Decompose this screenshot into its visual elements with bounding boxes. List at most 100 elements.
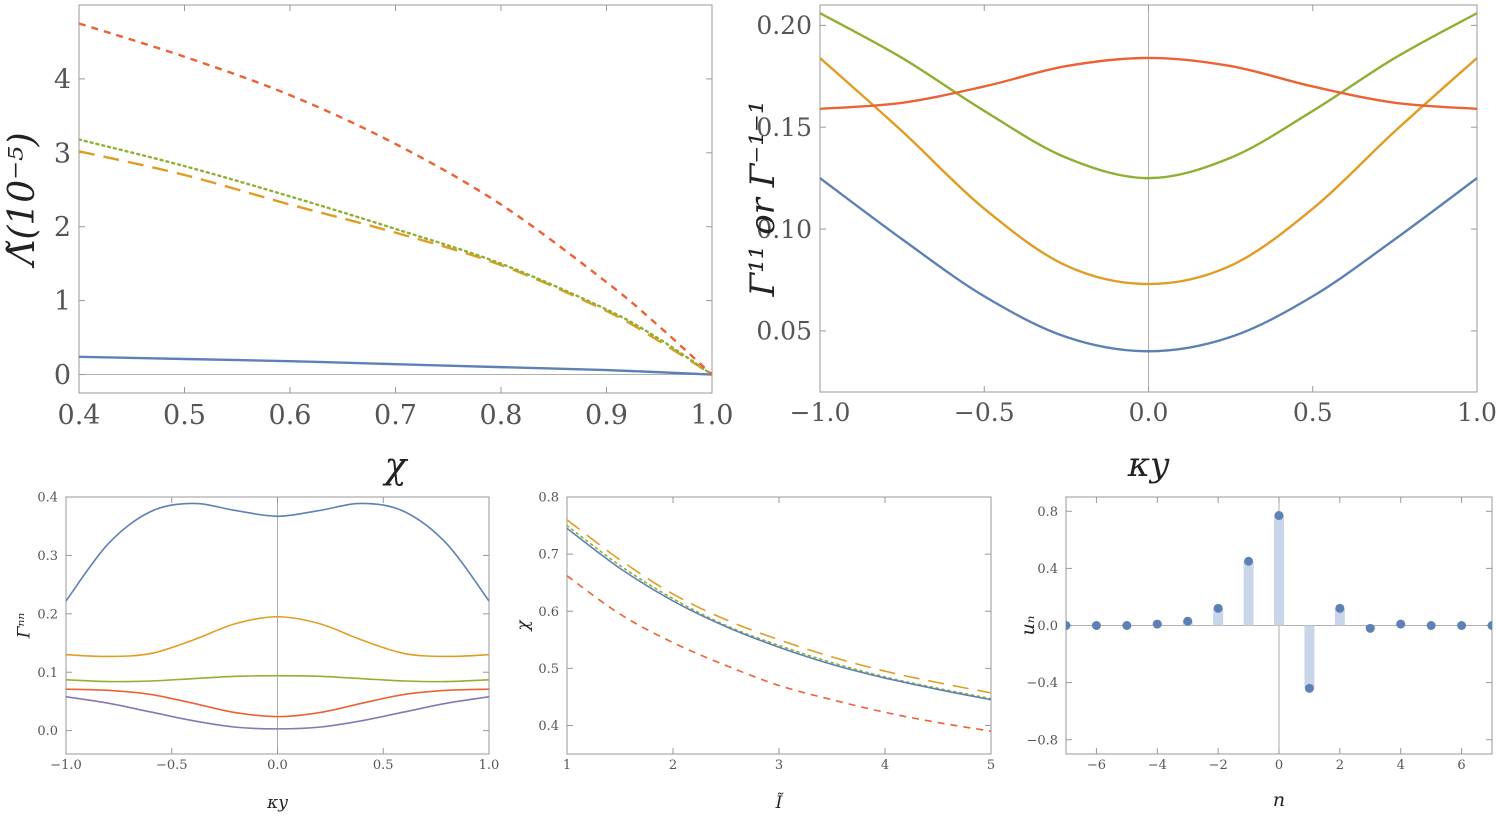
y-tick-label: 0.0 <box>1037 619 1058 634</box>
x-tick-label: −1.0 <box>50 758 82 773</box>
x-tick-label: 4 <box>881 758 889 773</box>
x-tick-label: 0.5 <box>163 400 206 431</box>
series-line-orange <box>567 519 991 694</box>
chart-b: −1.0 −0.5 0.0 0.5 1.0 0.05 0.10 0.15 0.20 κy Γ¹¹ o… <box>743 4 1496 485</box>
x-axis-label: χ <box>382 446 409 487</box>
series-group <box>66 502 489 730</box>
y-tick-label: 0.7 <box>538 548 559 563</box>
x-tick-label: 0 <box>1275 758 1283 773</box>
data-point <box>1335 603 1345 613</box>
x-axis-label: Ĩ <box>775 792 784 813</box>
x-tick-label: −2 <box>1209 758 1228 773</box>
series-line-red <box>79 22 712 376</box>
y-tick-label: 0.3 <box>37 549 58 564</box>
data-point <box>1365 623 1375 633</box>
data-point <box>1304 683 1314 693</box>
series-line-red <box>567 575 991 732</box>
x-tick-label: 0.9 <box>585 400 628 431</box>
data-point <box>1122 621 1132 630</box>
y-tick-label: 0.8 <box>1037 505 1058 520</box>
series-line-blue <box>567 527 991 701</box>
series-line-orange <box>820 57 1477 286</box>
series-group <box>79 22 712 376</box>
x-tick-label: 0.7 <box>374 400 417 431</box>
y-tick-label: 2 <box>54 212 71 243</box>
x-tick-label: 0.5 <box>373 758 394 773</box>
series-line-blue <box>820 177 1477 353</box>
y-tick-label: 0.8 <box>538 491 559 506</box>
y-tick-label: 0 <box>54 360 71 391</box>
series-line-red <box>820 56 1477 111</box>
y-tick-label: 0.1 <box>37 666 58 681</box>
series-line-green <box>820 12 1477 180</box>
y-tick-label: 4 <box>54 64 71 95</box>
y-axis-label: Λ̃(10⁻⁵) <box>2 132 43 268</box>
x-tick-label: 6 <box>1457 758 1465 773</box>
x-tick-label: −1.0 <box>790 398 851 427</box>
chart-c: −1.0 −0.5 0.0 0.5 1.0 0.0 0.1 0.2 0.3 0.4 κy Γⁿⁿ <box>15 491 500 813</box>
stem-bar <box>1334 608 1345 626</box>
series-line-blue <box>66 502 489 602</box>
y-tick-label: 3 <box>54 138 71 169</box>
y-tick-label: 0.15 <box>756 113 812 142</box>
data-point <box>1396 619 1406 629</box>
y-tick-label: 0.0 <box>37 724 58 739</box>
chart-e: −6 −4 −2 0 2 4 6 −0.8 −0.4 0.0 0.4 0.8 n uₙ <box>1017 496 1493 811</box>
stem-bar <box>1304 625 1315 689</box>
x-axis-label: κy <box>1127 445 1170 485</box>
y-tick-label: 0.6 <box>538 605 559 620</box>
y-tick-label: 0.4 <box>538 719 559 734</box>
data-point <box>1213 603 1223 613</box>
x-tick-label: 0.0 <box>1129 398 1169 427</box>
series-line-green <box>567 524 991 700</box>
data-point <box>1152 619 1162 629</box>
plot-frame <box>78 4 713 394</box>
x-tick-label: −0.5 <box>954 398 1015 427</box>
data-point <box>1426 621 1436 630</box>
data-point <box>1274 511 1284 521</box>
y-tick-label: 0.05 <box>756 317 812 346</box>
data-point <box>1066 621 1071 630</box>
x-tick-label: 1 <box>563 758 571 773</box>
series-line-purple <box>66 695 489 730</box>
series-line-orange <box>66 615 489 658</box>
data-point <box>1457 621 1467 630</box>
series-line-green <box>66 674 489 683</box>
x-tick-label: 5 <box>987 758 995 773</box>
x-tick-label: 3 <box>775 758 783 773</box>
x-tick-label: 2 <box>669 758 677 773</box>
series-line-blue <box>79 355 712 376</box>
series-line-red <box>66 688 489 718</box>
x-tick-label: −0.5 <box>156 758 188 773</box>
stem-bar <box>1243 561 1254 626</box>
stem-bar <box>1274 515 1284 626</box>
x-tick-label: 0.4 <box>58 400 101 431</box>
x-tick-label: 4 <box>1397 758 1405 773</box>
stem-bar <box>1213 608 1224 626</box>
x-tick-label: 1.0 <box>479 758 500 773</box>
x-tick-label: 1.0 <box>691 400 734 431</box>
data-point <box>1244 556 1254 566</box>
chart-d: 1 2 3 4 5 0.4 0.5 0.6 0.7 0.8 Ĩχ <box>514 491 996 813</box>
y-tick-label: −0.8 <box>1026 733 1058 748</box>
y-tick-label: 0.2 <box>37 607 58 622</box>
y-tick-label: 0.10 <box>756 215 812 244</box>
plot-frame <box>566 496 992 755</box>
y-axis-label: Γ¹¹ or Γ⁻¹⁻¹ <box>743 101 783 298</box>
x-axis-label: n <box>1273 789 1285 811</box>
data-point <box>1487 621 1492 630</box>
y-tick-label: 0.5 <box>538 662 559 677</box>
series-line-orange <box>79 150 712 376</box>
y-axis-label: Γⁿⁿ <box>15 613 35 640</box>
y-tick-label: 0.4 <box>37 491 58 506</box>
series-line-green <box>79 138 712 376</box>
series-group <box>567 519 991 732</box>
y-tick-label: 0.4 <box>1037 562 1058 577</box>
y-axis-label: χ <box>514 619 534 632</box>
y-tick-label: 0.20 <box>756 11 812 40</box>
series-group <box>820 12 1477 353</box>
x-tick-label: 0.6 <box>269 400 312 431</box>
x-tick-label: 0.5 <box>1293 398 1333 427</box>
x-tick-label: 0.0 <box>267 758 288 773</box>
